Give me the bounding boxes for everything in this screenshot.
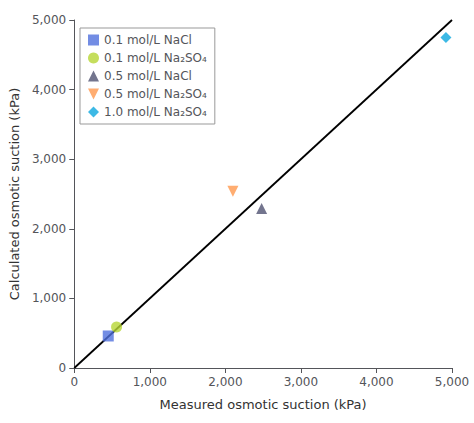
svg-text:2,000: 2,000	[32, 222, 66, 236]
svg-text:4,000: 4,000	[32, 83, 66, 97]
svg-text:1,000: 1,000	[133, 375, 167, 389]
svg-text:1,000: 1,000	[32, 291, 66, 305]
svg-text:5,000: 5,000	[32, 13, 66, 27]
svg-text:Measured osmotic suction (kPa): Measured osmotic suction (kPa)	[160, 397, 367, 412]
svg-text:0: 0	[70, 375, 78, 389]
svg-text:5,000: 5,000	[435, 375, 469, 389]
svg-text:0.5 mol/L Na₂SO₄: 0.5 mol/L Na₂SO₄	[104, 87, 207, 101]
svg-text:0: 0	[59, 361, 67, 375]
svg-text:0.5 mol/L NaCl: 0.5 mol/L NaCl	[104, 69, 192, 83]
svg-text:0.1 mol/L Na₂SO₄: 0.1 mol/L Na₂SO₄	[104, 51, 207, 65]
svg-text:1.0 mol/L Na₂SO₄: 1.0 mol/L Na₂SO₄	[104, 105, 207, 119]
svg-text:4,000: 4,000	[359, 375, 393, 389]
svg-text:0.1 mol/L NaCl: 0.1 mol/L NaCl	[104, 33, 192, 47]
svg-text:3,000: 3,000	[284, 375, 318, 389]
svg-text:Calculated osmotic suction (kP: Calculated osmotic suction (kPa)	[7, 88, 22, 301]
svg-text:2,000: 2,000	[208, 375, 242, 389]
svg-text:3,000: 3,000	[32, 152, 66, 166]
